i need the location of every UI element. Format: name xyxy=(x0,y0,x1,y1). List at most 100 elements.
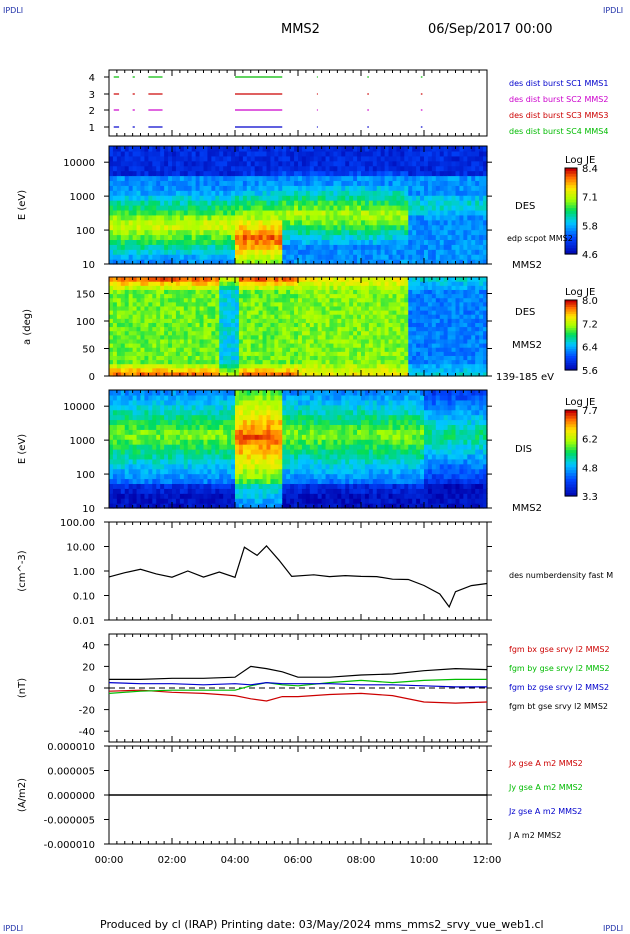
des-pitch-cell xyxy=(231,355,236,361)
des-energy-cell xyxy=(207,195,212,201)
des-pitch-cell xyxy=(467,351,472,356)
des-pitch-cell xyxy=(160,289,165,295)
des-energy-cell xyxy=(195,170,201,177)
des-energy-cell xyxy=(333,146,338,152)
des-pitch-cell xyxy=(384,338,390,344)
des-pitch-cell xyxy=(136,289,142,295)
des-pitch-cell xyxy=(238,322,244,328)
des-energy-cell xyxy=(112,214,118,221)
des-energy-cell xyxy=(368,190,374,196)
des-pitch-cell xyxy=(270,297,275,303)
des-pitch-cell xyxy=(376,293,382,299)
des-pitch-cell xyxy=(368,322,374,328)
des-energy-cell xyxy=(364,229,370,236)
des-energy-cell xyxy=(443,170,449,177)
des-energy-cell xyxy=(116,239,122,245)
des-energy-cell xyxy=(140,234,146,241)
des-pitch-cell xyxy=(329,371,335,377)
des-energy-cell xyxy=(408,185,413,191)
des-pitch-cell xyxy=(420,314,425,319)
des-energy-cell xyxy=(353,185,358,191)
des-energy-cell xyxy=(116,224,122,231)
des-pitch-cell xyxy=(203,334,209,340)
des-pitch-cell xyxy=(380,310,386,315)
des-energy-cell xyxy=(376,170,382,177)
des-pitch-cell xyxy=(164,338,169,344)
des-pitch-cell xyxy=(246,314,252,319)
des-pitch-cell xyxy=(298,281,303,286)
des-pitch-cell xyxy=(238,305,244,311)
des-pitch-cell xyxy=(286,371,291,377)
des-energy-cell xyxy=(227,209,232,216)
des-pitch-cell xyxy=(136,347,142,352)
des-energy-cell xyxy=(227,180,232,186)
des-pitch-cell xyxy=(235,359,240,365)
des-pitch-cell xyxy=(140,289,146,295)
des-pitch-cell xyxy=(479,355,484,361)
des-pitch-cell xyxy=(471,285,476,290)
des-energy-cell xyxy=(416,205,421,211)
des-pitch-cell xyxy=(160,297,165,303)
des-pitch-cell xyxy=(412,277,417,282)
des-energy-cell xyxy=(187,200,193,206)
des-pitch-cell xyxy=(124,293,130,299)
des-pitch-cell xyxy=(400,301,405,307)
des-pitch-cell xyxy=(219,355,224,361)
des-energy-cell xyxy=(431,180,437,186)
des-pitch-cell xyxy=(258,310,264,315)
des-energy-cell xyxy=(380,150,386,157)
des-pitch-cell xyxy=(451,371,457,377)
des-pitch-cell xyxy=(329,351,335,356)
des-pitch-cell xyxy=(475,281,480,286)
des-energy-cell xyxy=(254,170,260,177)
des-energy-cell xyxy=(235,224,240,231)
des-energy-cell xyxy=(223,165,228,172)
des-energy-cell xyxy=(325,244,331,250)
burst-ytick-label: 2 xyxy=(89,106,95,117)
des-pitch-cell xyxy=(341,326,346,332)
des-energy-cell xyxy=(128,205,134,211)
des-pitch-cell xyxy=(231,301,236,307)
des-pitch-cell xyxy=(270,301,275,307)
des-pitch-cell xyxy=(262,338,268,344)
des-pitch-cell xyxy=(215,351,220,356)
des-pitch-cell xyxy=(172,347,177,352)
des-pitch-cell xyxy=(152,338,157,344)
des-pitch-cell xyxy=(447,285,453,290)
des-pitch-cell xyxy=(463,326,468,332)
des-energy-cell xyxy=(424,175,429,182)
des-energy-cell xyxy=(424,180,429,186)
des-pitch-cell xyxy=(124,367,130,373)
des-pitch-cell xyxy=(160,301,165,307)
des-pitch-cell xyxy=(349,318,354,323)
des-energy-cell xyxy=(168,249,173,255)
des-pitch-cell xyxy=(427,322,433,328)
des-energy-cell xyxy=(483,254,488,260)
des-energy-cell xyxy=(175,170,181,177)
des-energy-cell xyxy=(207,146,212,152)
des-pitch-cell xyxy=(274,289,279,295)
des-pitch-cell xyxy=(325,334,331,340)
des-pitch-cell xyxy=(211,297,216,303)
des-energy-cell xyxy=(353,209,358,216)
des-energy-cell xyxy=(290,249,295,255)
des-pitch-cell xyxy=(333,289,338,295)
des-energy-cell xyxy=(290,180,295,186)
des-pitch-cell xyxy=(384,289,390,295)
des-pitch-cell xyxy=(439,363,445,369)
des-pitch-cell xyxy=(435,301,441,307)
des-pitch-cell xyxy=(148,347,153,352)
des-energy-cell xyxy=(384,224,390,231)
des-energy-cell xyxy=(274,219,279,226)
des-pitch-cell xyxy=(246,293,252,299)
des-pitch-cell xyxy=(231,318,236,323)
des-energy-cell xyxy=(175,146,181,152)
des-pitch-cell xyxy=(270,330,275,336)
des-energy-cell xyxy=(459,170,464,177)
des-pitch-cell xyxy=(400,367,405,373)
des-energy-cell xyxy=(427,146,433,152)
des-energy-cell xyxy=(219,234,224,241)
des-energy-cell xyxy=(144,200,149,206)
des-pitch-cell xyxy=(242,330,248,336)
des-pitch-cell xyxy=(357,281,362,286)
